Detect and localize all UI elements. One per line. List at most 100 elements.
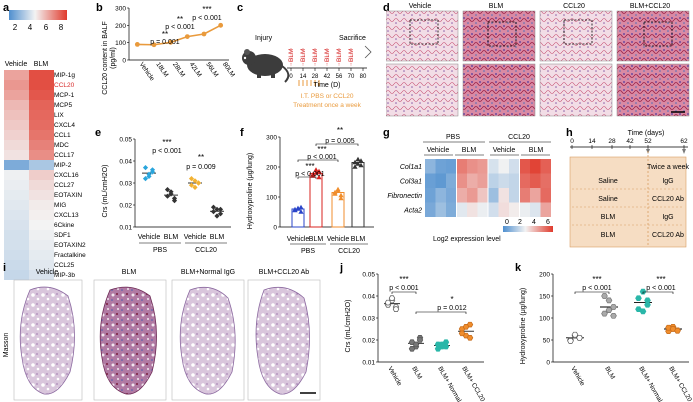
- sig-stars: ***: [656, 275, 665, 284]
- treatment-label: CCL20: [338, 248, 360, 255]
- blm-marker: BLM: [300, 49, 307, 62]
- comparison-bracket: [642, 291, 674, 294]
- panel-b-label: b: [96, 2, 103, 14]
- pvalue: p < 0.001: [165, 24, 194, 31]
- histology-image: [462, 10, 536, 62]
- column-label: BLM: [489, 3, 504, 10]
- group-treatment: IgG: [662, 178, 673, 185]
- column-label: BLM+CCL20 Ab: [259, 269, 309, 276]
- data-point: [639, 288, 647, 295]
- heatmap-cell: [446, 159, 457, 174]
- heatmap-cell: [435, 159, 446, 174]
- heatmap-cell: [29, 170, 54, 180]
- gene-label: Col1a1: [400, 164, 422, 171]
- comparison-bracket: [415, 311, 467, 314]
- panel-h-schematic: Time (days) 0 14 28 42 52 62 Twice a week Sal…: [569, 130, 690, 248]
- panel-a-label: a: [3, 2, 10, 14]
- group-name: Saline: [598, 196, 618, 203]
- data-point: [295, 205, 301, 211]
- heatmap-cell: [4, 130, 29, 140]
- stain-label: Masson: [3, 333, 10, 358]
- x-tick-label: 18LM: [154, 61, 169, 78]
- pvalue: p = 0.012: [437, 305, 466, 312]
- panel-i-histology: Masson Vehicle BLM BLM+Normal IgG BLM+CC…: [3, 269, 321, 401]
- data-point: [192, 178, 198, 184]
- heatmap-cell: [498, 202, 509, 217]
- data-point: [298, 204, 304, 210]
- x-tick-label: BLM+ CCL20 Ab: [460, 366, 488, 402]
- panel-i-label: i: [3, 262, 7, 274]
- zoom-box: [563, 19, 593, 45]
- pvalue: p < 0.001: [646, 285, 675, 292]
- x-tick-label: Vehicle: [569, 366, 586, 388]
- group-treatment: IgG: [662, 214, 673, 221]
- sig-stars: **: [162, 30, 168, 39]
- group-label: CCL20: [508, 134, 530, 141]
- heatmap-cell: [509, 173, 520, 188]
- heatmap-cell: [29, 250, 54, 260]
- heatmap-cell: [4, 180, 29, 190]
- sig-stars: ***: [317, 145, 326, 154]
- sig-stars: *: [450, 295, 453, 304]
- x-group-label: BLM: [210, 234, 225, 241]
- heatmap-cell: [4, 200, 29, 210]
- heatmap-cell: [29, 90, 54, 100]
- heatmap-cell: [509, 202, 520, 217]
- data-point: [358, 158, 364, 163]
- y-tick-label: 0.03: [362, 316, 375, 323]
- gene-label: MIP-2: [54, 162, 72, 169]
- heatmap-cell: [29, 200, 54, 210]
- panel-a-heatmap: 2 4 6 8 Vehicle BLM: [4, 10, 67, 280]
- heatmap-cell: [4, 80, 29, 90]
- heatmap-cell: [4, 160, 29, 170]
- heatmap-cell: [530, 202, 541, 217]
- data-point: [601, 310, 608, 317]
- zoom-box: [487, 21, 517, 47]
- y-tick-label: 0.05: [119, 137, 132, 144]
- gene-label: Fibronectin: [387, 193, 422, 200]
- pvalue: p < 0.001: [295, 171, 324, 178]
- column-label: Vehicle: [36, 269, 59, 276]
- y-tick-label: 0: [546, 360, 550, 367]
- data-point: [316, 174, 322, 180]
- colorbar-tick: 0: [505, 219, 509, 226]
- subgroup-label: Vehicle: [427, 147, 450, 154]
- data-point: [217, 206, 224, 212]
- heatmap-cell: [4, 220, 29, 230]
- day-label: 56: [336, 74, 343, 80]
- sig-stars: ***: [399, 275, 408, 284]
- y-axis-title: Crs (mL/cmH2O): [102, 165, 109, 218]
- data-point: [355, 161, 361, 166]
- column-label: BLM+CCL20: [630, 3, 670, 10]
- y-tick-label: 150: [539, 294, 550, 301]
- heatmap-cell: [4, 270, 29, 280]
- data-point: [571, 331, 579, 338]
- sig-stars: ***: [305, 162, 314, 171]
- x-group-label: BLM: [164, 234, 179, 241]
- heatmap-cell: [29, 180, 54, 190]
- heatmap-cell: [4, 240, 29, 250]
- y-axis-title: Crs (mL/cmH2O): [345, 300, 352, 353]
- gene-label: CXCL16: [54, 172, 79, 179]
- gene-label: CCL25: [54, 262, 75, 269]
- heatmap-cell: [540, 188, 551, 203]
- data-point: [151, 42, 157, 48]
- colorbar-tick: 2: [518, 219, 522, 226]
- day-label: 14: [300, 74, 307, 80]
- heatmap-cell: [4, 150, 29, 160]
- blm-marker: BLM: [312, 49, 319, 62]
- y-tick-label: 200: [266, 165, 277, 172]
- heatmap-cell: [4, 120, 29, 130]
- data-point: [576, 334, 583, 341]
- heatmap-cell: [540, 202, 551, 217]
- heatmap-cell: [29, 210, 54, 220]
- group-treatment: CCL20 Ab: [652, 196, 684, 203]
- heatmap-cell: [435, 173, 446, 188]
- blm-marker: BLM: [348, 49, 355, 62]
- heatmap-cell: [29, 150, 54, 160]
- heatmap-cell: [477, 159, 488, 174]
- group-name: Saline: [598, 178, 618, 185]
- heatmap-cell: [4, 210, 29, 220]
- legend-title: Log2 expression level: [433, 236, 501, 243]
